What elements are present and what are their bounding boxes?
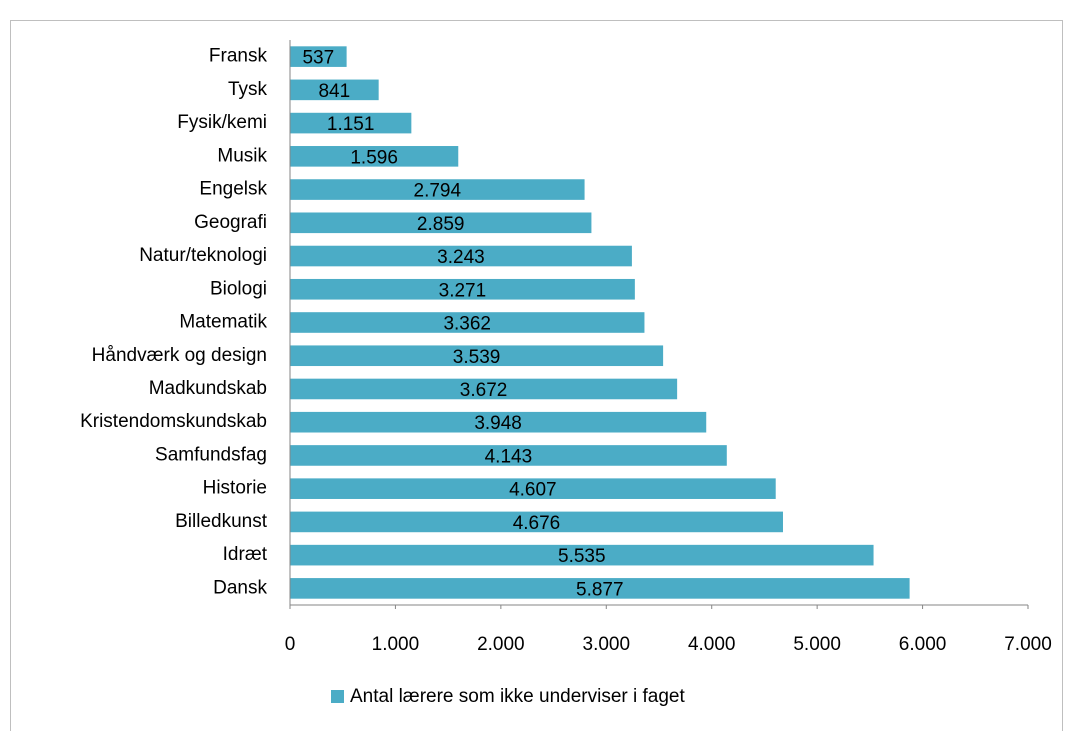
legend-swatch — [331, 690, 344, 703]
legend-label: Antal lærere som ikke underviser i faget — [350, 686, 685, 707]
x-tick-label: 2.000 — [477, 634, 525, 655]
bar — [290, 46, 347, 67]
bar — [290, 179, 585, 200]
y-tick-label: Idræt — [223, 544, 268, 565]
bar — [290, 378, 678, 400]
data-label: 5.877 — [576, 579, 624, 600]
chart-frame — [10, 20, 1063, 731]
data-label: 3.672 — [460, 380, 508, 401]
bar — [290, 312, 645, 333]
data-label: 3.271 — [439, 280, 487, 301]
bar — [290, 478, 776, 499]
data-label: 2.859 — [417, 214, 465, 235]
y-tick-label: Håndværk og design — [92, 345, 267, 366]
data-label: 1.596 — [350, 147, 398, 168]
data-label: 537 — [302, 48, 334, 69]
data-label: 3.539 — [453, 347, 501, 368]
data-label: 2.794 — [414, 181, 462, 202]
data-label: 1.151 — [327, 114, 375, 135]
data-label: 3.362 — [443, 314, 491, 335]
x-tick-label: 3.000 — [583, 634, 631, 655]
data-label: 3.948 — [474, 413, 522, 434]
y-tick-label: Kristendomskundskab — [80, 411, 267, 432]
x-tick-label: 7.000 — [1004, 634, 1052, 655]
data-label: 4.143 — [485, 446, 533, 467]
x-tick-label: 0 — [285, 634, 296, 655]
x-tick-label: 4.000 — [688, 634, 736, 655]
y-tick-label: Historie — [203, 478, 267, 499]
bar — [290, 445, 727, 466]
bar — [290, 345, 664, 367]
bar — [290, 411, 707, 433]
data-label: 4.607 — [509, 480, 557, 501]
data-label: 4.676 — [513, 513, 561, 534]
y-tick-label: Dansk — [213, 577, 267, 598]
data-label: 841 — [318, 81, 350, 102]
y-tick-label: Musik — [217, 145, 267, 166]
y-tick-label: Natur/teknologi — [139, 245, 267, 266]
data-label: 5.535 — [558, 546, 606, 567]
x-tick-label: 6.000 — [899, 634, 947, 655]
y-tick-label: Biologi — [210, 278, 267, 299]
y-tick-label: Billedkunst — [175, 511, 268, 532]
y-tick-label: Fysik/kemi — [177, 112, 267, 133]
bar — [290, 146, 459, 167]
x-tick-label: 1.000 — [372, 634, 420, 655]
y-tick-label: Geografi — [194, 212, 267, 233]
bar — [290, 278, 635, 300]
y-tick-label: Fransk — [209, 46, 268, 67]
x-tick-label: 5.000 — [793, 634, 841, 655]
bar — [290, 544, 874, 566]
y-tick-label: Engelsk — [199, 179, 267, 200]
y-tick-label: Madkundskab — [149, 378, 267, 399]
bar — [290, 511, 783, 533]
bar — [290, 112, 412, 134]
bar — [290, 79, 379, 101]
y-tick-label: Tysk — [228, 79, 268, 100]
bar — [290, 578, 910, 599]
bar — [290, 245, 632, 267]
y-tick-label: Samfundsfag — [155, 444, 267, 465]
data-label: 3.243 — [437, 247, 485, 268]
y-tick-label: Matematik — [179, 312, 267, 333]
bar — [290, 212, 592, 234]
